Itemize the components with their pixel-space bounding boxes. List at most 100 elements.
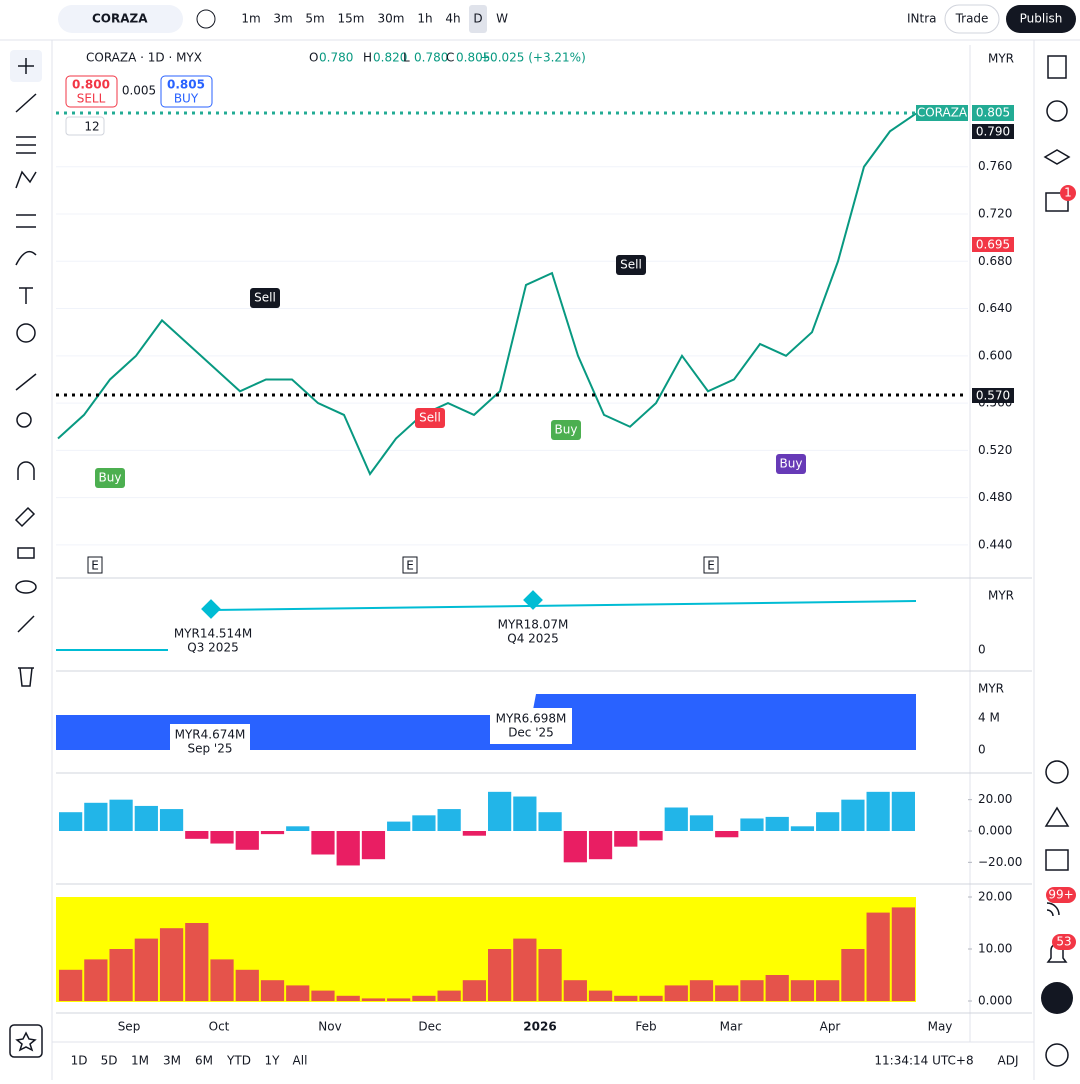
bar	[260, 831, 285, 835]
range-button[interactable]: 6M	[195, 1054, 213, 1068]
range-button[interactable]: 5D	[101, 1054, 118, 1068]
y-tick-label: 0.480	[978, 490, 1012, 504]
price-line	[57, 112, 917, 476]
y-tick-label: 20.00	[978, 792, 1012, 806]
interval[interactable]: 1m	[241, 12, 260, 26]
y-tick-label: −20.00	[978, 855, 1022, 869]
bar	[588, 990, 613, 1001]
interval[interactable]: 5m	[305, 12, 324, 26]
bar	[891, 791, 915, 831]
trade-button[interactable]: Trade	[955, 12, 989, 26]
interval[interactable]: 3m	[273, 12, 292, 26]
bar	[488, 949, 512, 1001]
bar	[639, 831, 663, 841]
sell-label[interactable]: SELL	[77, 92, 106, 106]
interval[interactable]: 15m	[338, 12, 365, 26]
symbol[interactable]: CORAZA	[92, 12, 148, 26]
level-tag: 0.570	[976, 389, 1010, 403]
x-tick-label: Feb	[635, 1020, 656, 1034]
cash-period: Dec '25	[508, 726, 554, 740]
currency[interactable]: MYR	[978, 682, 1004, 696]
x-tick-label: Sep	[118, 1020, 141, 1034]
x-tick-label: May	[928, 1020, 953, 1034]
bar	[488, 791, 512, 831]
bar	[891, 907, 915, 1001]
signal-label: Sell	[620, 258, 642, 272]
signal-label: Buy	[780, 457, 803, 471]
bar	[462, 980, 486, 1001]
signal	[250, 288, 280, 308]
ohlc-key: O	[309, 51, 318, 65]
bar	[740, 818, 764, 831]
currency[interactable]: MYR	[988, 52, 1014, 66]
bar	[134, 805, 158, 831]
revenue-period: Q3 2025	[187, 641, 238, 655]
interval[interactable]: D	[473, 12, 482, 26]
bar	[664, 807, 688, 831]
bar	[412, 815, 436, 831]
publish-label[interactable]: Publish	[1020, 12, 1063, 26]
y-tick-label: 0.600	[978, 348, 1012, 362]
y-tick-label: 0.680	[978, 254, 1012, 268]
bar	[765, 975, 789, 1001]
bar	[387, 821, 411, 831]
interval[interactable]: 30m	[378, 12, 405, 26]
signal	[616, 255, 646, 275]
x-tick-label: 2026	[523, 1020, 556, 1034]
x-tick-label: Mar	[720, 1020, 743, 1034]
bar	[513, 796, 537, 831]
cash-value: MYR4.674M	[175, 728, 246, 742]
bar	[740, 980, 764, 1001]
bar	[59, 812, 83, 831]
bar	[866, 912, 890, 1001]
bar	[715, 985, 739, 1001]
earnings-label: E	[406, 559, 414, 573]
bar	[59, 969, 83, 1001]
publish-button[interactable]	[1006, 5, 1076, 33]
ohlc-value: 0.780	[414, 51, 448, 65]
price-tag: 0.790	[976, 125, 1010, 139]
bar	[109, 949, 133, 1001]
currency[interactable]: MYR	[988, 589, 1014, 603]
signal	[551, 420, 581, 440]
bar	[387, 998, 411, 1001]
y-tick-label: 4 M	[978, 711, 1000, 725]
bar	[513, 938, 537, 1001]
bar	[286, 985, 310, 1001]
bar	[235, 969, 259, 1001]
range-button[interactable]: YTD	[226, 1054, 251, 1068]
indicator-count[interactable]: 12	[84, 120, 99, 134]
bar	[185, 923, 209, 1001]
y-tick-label: 0.000	[978, 824, 1012, 838]
badge: 1	[1064, 186, 1072, 200]
interval[interactable]: 1h	[417, 12, 432, 26]
adjust[interactable]: ADJ	[998, 1054, 1019, 1068]
earnings-label: E	[91, 559, 99, 573]
bar	[790, 826, 815, 831]
sell-price[interactable]: 0.800	[72, 78, 110, 92]
clock: 11:34:14 UTC+8	[874, 1054, 973, 1068]
interval[interactable]: 4h	[445, 12, 460, 26]
signal	[95, 468, 125, 488]
range-button[interactable]: 1M	[131, 1054, 149, 1068]
bar	[841, 799, 865, 831]
bar	[689, 980, 714, 1001]
signal-label: Buy	[99, 471, 122, 485]
bar	[311, 990, 335, 1001]
interval[interactable]: W	[496, 12, 508, 26]
bar	[538, 949, 562, 1001]
buy-price[interactable]: 0.805	[167, 78, 205, 92]
range-button[interactable]: 3M	[163, 1054, 181, 1068]
last-price-tag: 0.805	[976, 106, 1010, 120]
bar	[185, 831, 209, 839]
range-button[interactable]: 1D	[71, 1054, 88, 1068]
range-button[interactable]: 1Y	[265, 1054, 281, 1068]
layout-name[interactable]: INtra	[907, 12, 937, 26]
bar	[361, 998, 386, 1001]
bar	[84, 802, 108, 831]
earnings-marker	[703, 556, 719, 574]
revenue-value: MYR18.07M	[498, 618, 569, 632]
range-button[interactable]: All	[293, 1054, 308, 1068]
buy-label[interactable]: BUY	[174, 92, 199, 106]
